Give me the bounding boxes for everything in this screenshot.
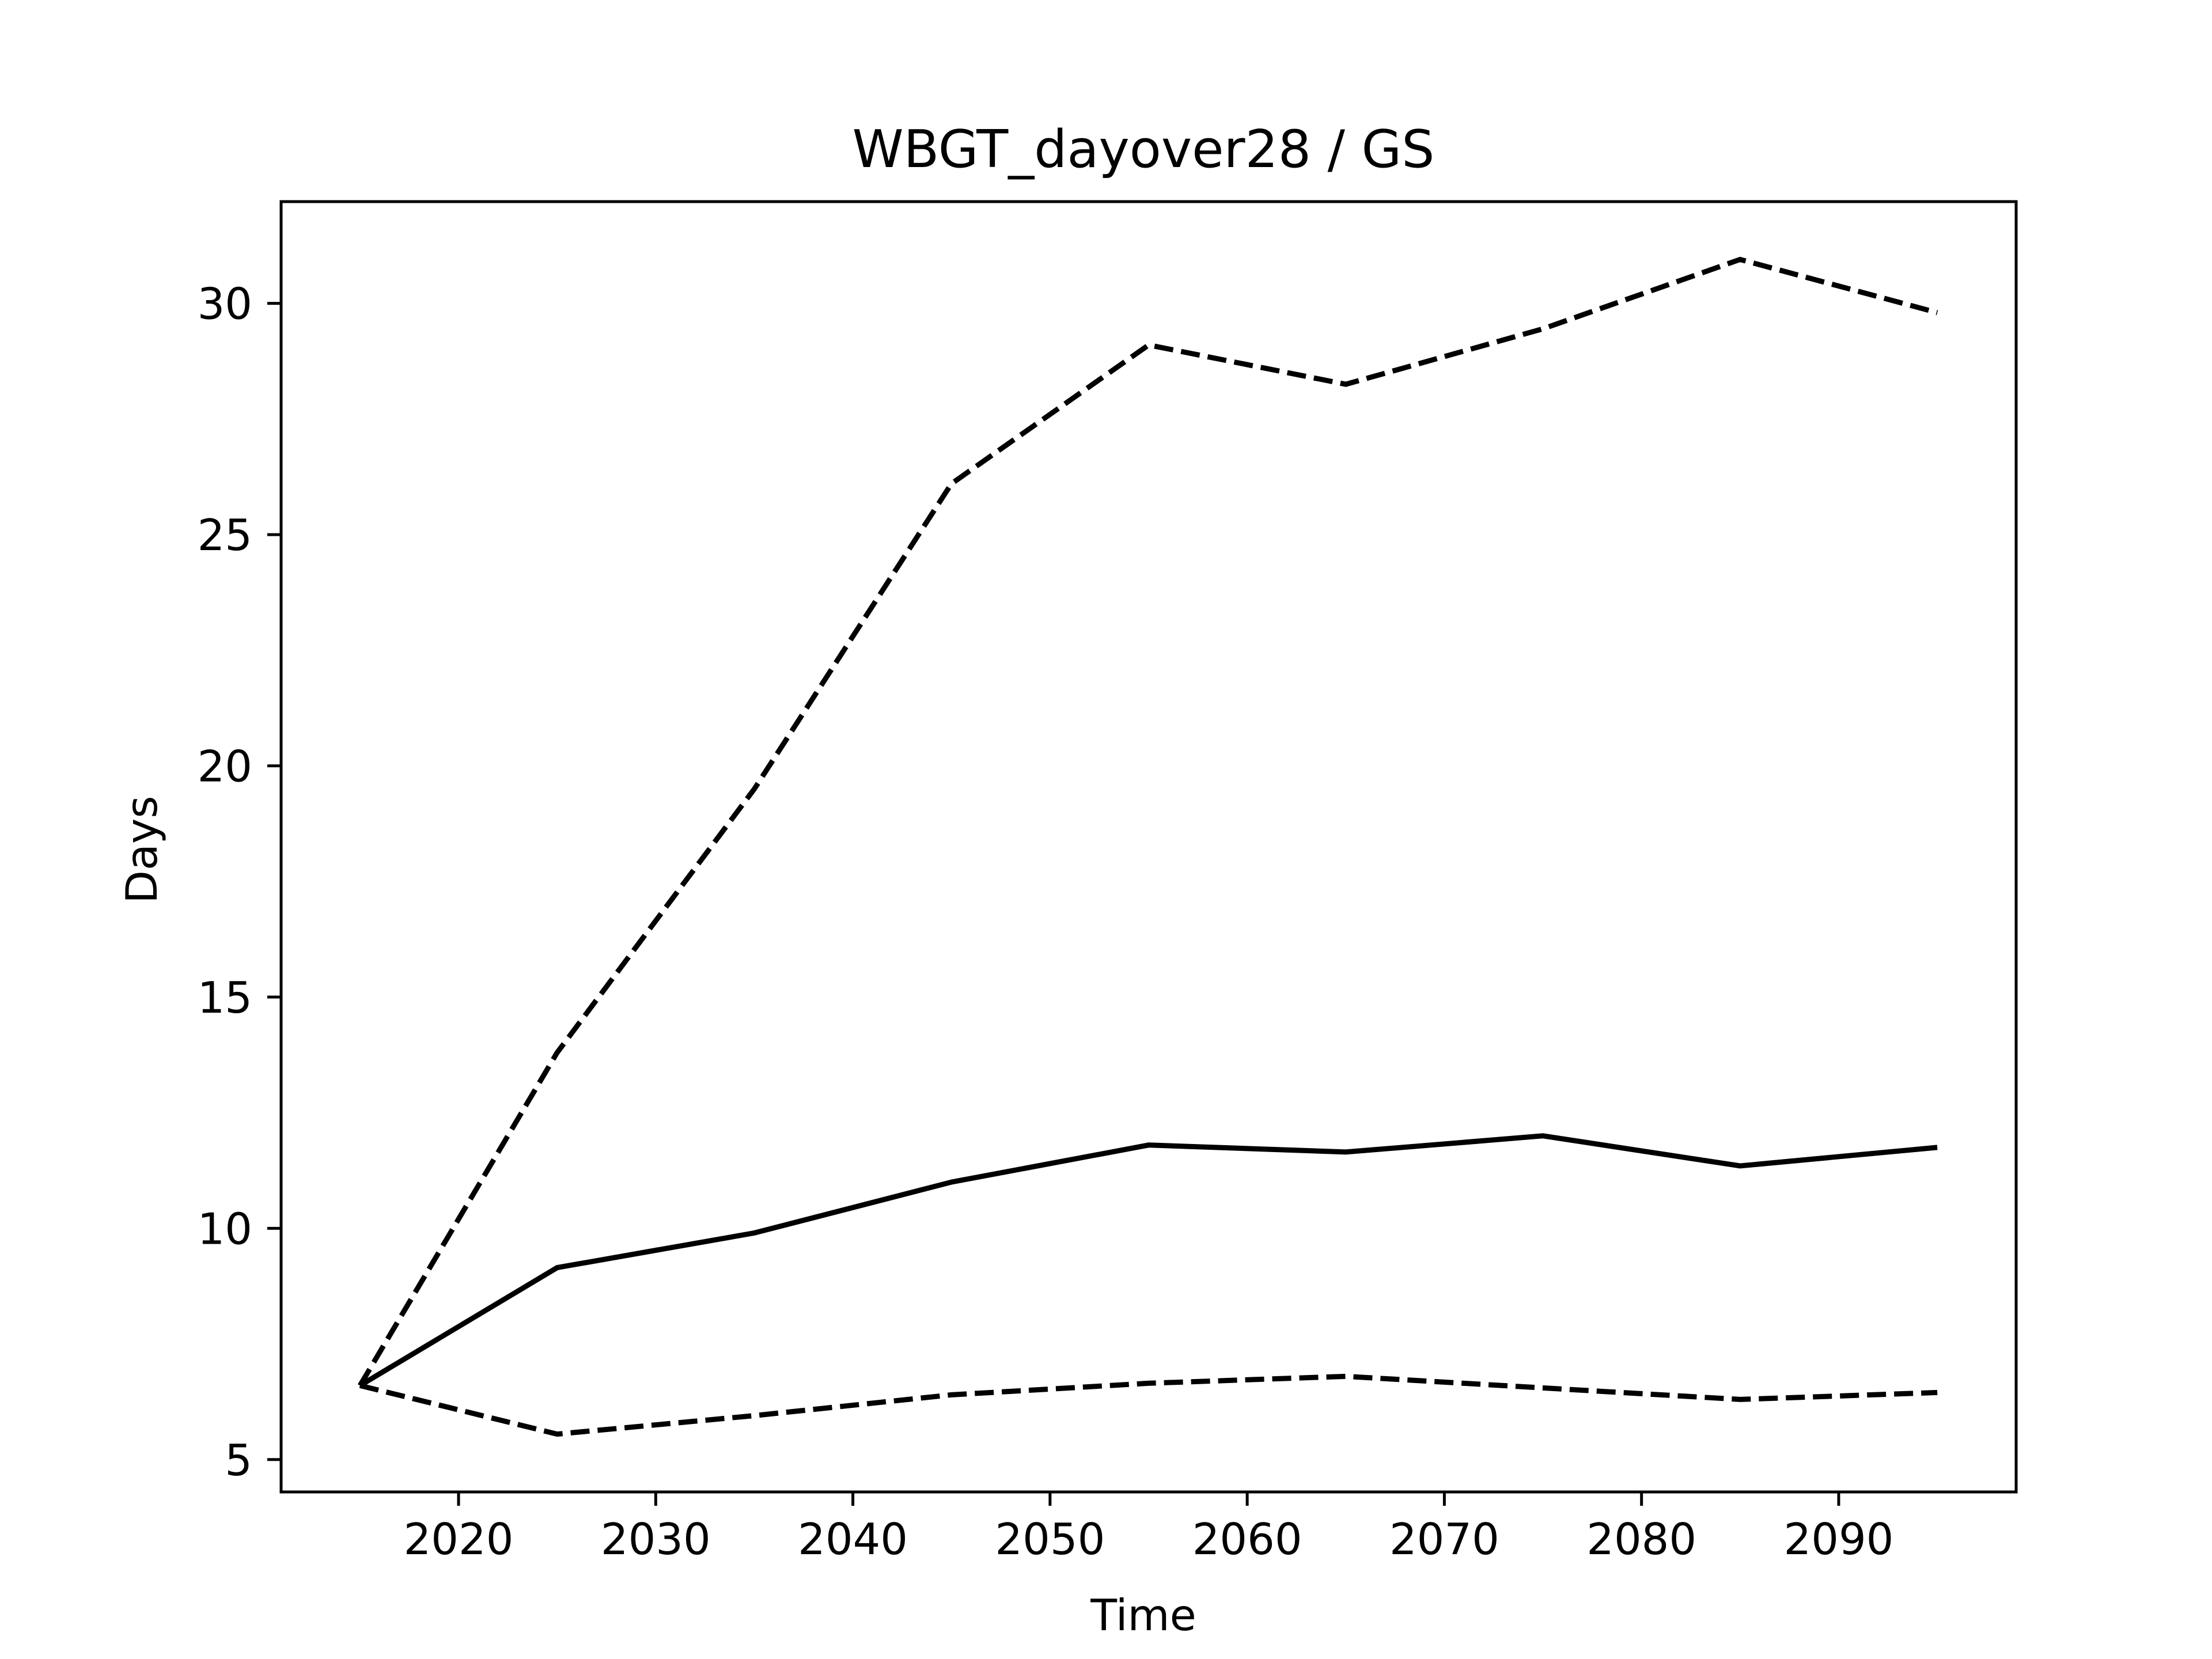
y-tick-label: 20 <box>198 741 252 791</box>
y-tick-label: 25 <box>198 510 252 560</box>
y-tick-label: 30 <box>198 279 252 329</box>
y-tick-label: 5 <box>225 1435 252 1486</box>
y-tick-label: 15 <box>198 972 252 1023</box>
y-tick-label: 10 <box>198 1203 252 1254</box>
x-tick-label: 2090 <box>1784 1514 1894 1565</box>
series-line-1 <box>358 1133 1938 1388</box>
x-tick-label: 2060 <box>1192 1514 1302 1565</box>
x-axis: 2020 2030 2040 2050 2060 2070 2080 2090 <box>404 1492 1894 1565</box>
x-tick-label: 2050 <box>995 1514 1105 1565</box>
y-axis-title: Days <box>116 796 167 903</box>
x-axis-title: Time <box>1090 1590 1196 1641</box>
x-tick-label: 2070 <box>1389 1514 1499 1565</box>
series-line-2 <box>358 256 1938 1387</box>
x-tick-label: 2040 <box>798 1514 908 1565</box>
x-tick-label: 2080 <box>1586 1514 1696 1565</box>
plot-frame <box>279 200 2018 1494</box>
x-tick-label: 2030 <box>601 1514 711 1565</box>
chart-title: WBGT_dayover28 / GS <box>853 119 1435 180</box>
x-tick-label: 2020 <box>404 1514 514 1565</box>
series-line-3 <box>359 1373 1938 1437</box>
y-axis: 5 10 15 20 25 30 <box>198 279 281 1486</box>
series-layer <box>358 256 1938 1437</box>
